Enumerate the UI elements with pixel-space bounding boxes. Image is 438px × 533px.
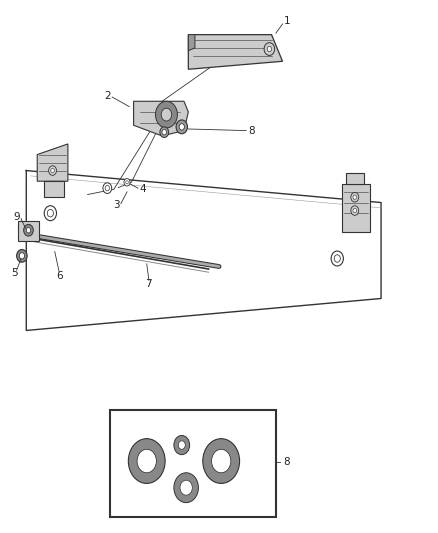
Circle shape: [17, 249, 27, 262]
Text: 8: 8: [248, 126, 255, 135]
Circle shape: [124, 179, 130, 186]
Circle shape: [47, 209, 53, 217]
Circle shape: [334, 255, 340, 262]
Text: 5: 5: [11, 268, 18, 278]
Text: 2: 2: [104, 91, 111, 101]
Text: 1: 1: [283, 17, 290, 26]
Circle shape: [353, 195, 357, 199]
Circle shape: [24, 224, 33, 236]
Polygon shape: [188, 35, 283, 69]
Circle shape: [351, 206, 359, 215]
Polygon shape: [134, 101, 188, 136]
Circle shape: [162, 130, 166, 135]
Circle shape: [44, 206, 57, 221]
Circle shape: [267, 46, 272, 52]
Text: 7: 7: [145, 279, 152, 288]
Circle shape: [176, 120, 187, 134]
Circle shape: [19, 253, 25, 259]
Circle shape: [178, 441, 185, 449]
Polygon shape: [346, 173, 364, 184]
Polygon shape: [342, 184, 370, 232]
Circle shape: [128, 439, 165, 483]
Text: 6: 6: [56, 271, 63, 280]
Polygon shape: [188, 35, 195, 51]
Circle shape: [49, 166, 57, 175]
Text: 3: 3: [113, 200, 120, 210]
Circle shape: [174, 473, 198, 503]
Circle shape: [103, 183, 112, 193]
Text: 4: 4: [139, 184, 146, 194]
Circle shape: [51, 168, 54, 173]
Text: 8: 8: [283, 457, 290, 467]
Circle shape: [126, 181, 128, 184]
Circle shape: [351, 192, 359, 202]
Circle shape: [161, 108, 172, 121]
Circle shape: [212, 449, 231, 473]
Text: 9: 9: [13, 212, 20, 222]
Circle shape: [353, 208, 357, 213]
Circle shape: [331, 251, 343, 266]
Circle shape: [203, 439, 240, 483]
Circle shape: [264, 43, 275, 55]
Circle shape: [105, 185, 110, 191]
Circle shape: [160, 127, 169, 138]
Circle shape: [26, 228, 31, 233]
Circle shape: [174, 435, 190, 455]
Bar: [110, 410, 276, 517]
Circle shape: [179, 124, 184, 130]
Circle shape: [137, 449, 156, 473]
Polygon shape: [44, 181, 64, 197]
Polygon shape: [37, 144, 68, 181]
Polygon shape: [18, 221, 39, 241]
Circle shape: [155, 101, 177, 128]
Circle shape: [180, 480, 192, 495]
